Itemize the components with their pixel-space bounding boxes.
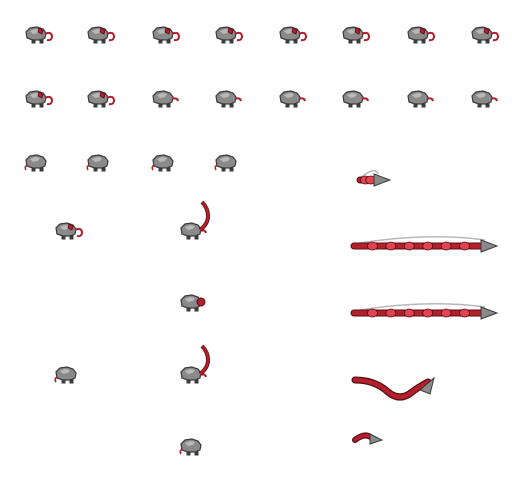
rock-creature-curled bbox=[180, 294, 206, 312]
idle-frame-8 bbox=[25, 90, 54, 108]
rock-creature-tail-up bbox=[180, 200, 211, 240]
whip-frame-extended bbox=[350, 236, 499, 253]
rock-creature-a bbox=[55, 222, 84, 240]
idle-frame-16 bbox=[24, 154, 47, 172]
idle-frame-18 bbox=[151, 154, 174, 172]
idle-frame-5 bbox=[342, 26, 371, 44]
idle-frame-14 bbox=[407, 90, 434, 108]
idle-frame-7 bbox=[471, 26, 500, 44]
rock-creature-b bbox=[54, 366, 77, 384]
idle-frame-19 bbox=[214, 154, 237, 172]
idle-frame-0 bbox=[25, 26, 54, 44]
whip-frame-retracted bbox=[352, 432, 384, 445]
whip-frame-short bbox=[356, 170, 392, 187]
idle-frame-3 bbox=[215, 26, 244, 44]
rock-creature-c bbox=[179, 438, 202, 456]
idle-frame-6 bbox=[407, 26, 436, 44]
idle-frame-15 bbox=[471, 90, 498, 108]
idle-frame-12 bbox=[279, 90, 306, 108]
whip-frame-extended-2 bbox=[350, 303, 499, 320]
idle-frame-10 bbox=[152, 90, 179, 108]
idle-frame-9 bbox=[87, 90, 116, 108]
idle-frame-4 bbox=[279, 26, 308, 44]
idle-frame-13 bbox=[342, 90, 369, 108]
idle-frame-1 bbox=[87, 26, 116, 44]
whip-frame-curved bbox=[351, 376, 435, 401]
rock-creature-tail-up-2 bbox=[180, 344, 211, 384]
idle-frame-11 bbox=[215, 90, 242, 108]
idle-frame-2 bbox=[152, 26, 181, 44]
idle-frame-17 bbox=[86, 154, 109, 172]
